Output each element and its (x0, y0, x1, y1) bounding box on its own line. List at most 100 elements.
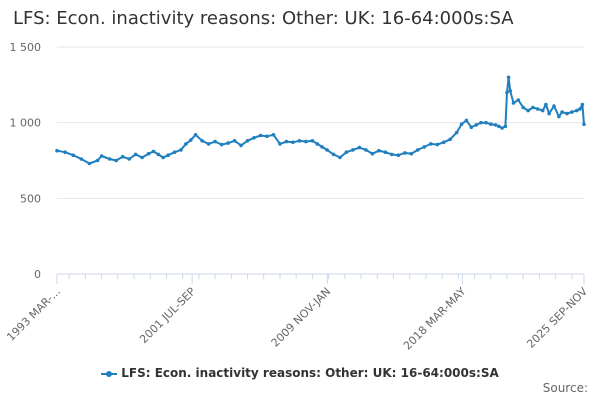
series-point (582, 122, 586, 126)
series-point (265, 134, 269, 139)
series-point (146, 151, 151, 156)
series-point (383, 150, 388, 154)
series-point (172, 150, 177, 154)
series-point (344, 150, 349, 154)
series-point (79, 157, 84, 161)
series-point (416, 148, 420, 152)
series-point (570, 110, 574, 114)
series-point (99, 154, 104, 158)
series-point (506, 75, 511, 80)
series-point (114, 158, 118, 163)
series-point (422, 145, 427, 149)
series-point (87, 161, 92, 166)
series-point (200, 139, 204, 143)
series-point (320, 145, 324, 149)
series-point (156, 152, 161, 157)
series-point (544, 102, 548, 107)
series-point (252, 136, 256, 140)
series-point (489, 122, 493, 126)
series-point (459, 122, 464, 126)
series-point (493, 123, 498, 127)
series-point (403, 151, 407, 155)
series-point (71, 153, 75, 157)
series-point (409, 151, 414, 156)
series-point (364, 148, 368, 152)
y-tick-label: 0 (34, 268, 41, 281)
series-point (271, 133, 276, 137)
series-point (151, 149, 156, 154)
series-point (435, 142, 440, 147)
series-point (226, 141, 230, 145)
x-tick-label: 2025 SEP-NOV (524, 285, 590, 351)
x-tick-label: 2001 JUL-SEP (137, 285, 198, 346)
series-point (540, 108, 545, 113)
series-point (219, 142, 224, 147)
series-point (304, 139, 308, 144)
series-point (580, 102, 585, 107)
series-point (140, 155, 144, 160)
series-point (531, 105, 535, 110)
series-point (127, 157, 131, 161)
series-point (297, 139, 302, 143)
series-point (484, 120, 488, 125)
series-point (505, 90, 509, 95)
series-point (497, 124, 501, 129)
series-point (565, 111, 569, 116)
series-point (258, 133, 263, 138)
series-point (552, 104, 556, 108)
series-point (189, 138, 193, 142)
series-point (508, 89, 512, 93)
series-point (526, 108, 530, 113)
series-point (441, 140, 446, 145)
series-point (464, 118, 469, 123)
legend-marker-icon (101, 369, 118, 379)
series-point (161, 155, 165, 160)
series-point (469, 125, 474, 129)
y-tick-label: 1 000 (10, 117, 42, 130)
chart-legend[interactable]: LFS: Econ. inactivity reasons: Other: UK… (0, 366, 600, 380)
series-point (560, 110, 564, 114)
series-point (315, 142, 320, 146)
source-label: Source: (542, 381, 588, 395)
series-point (166, 153, 170, 157)
series-point (63, 150, 67, 154)
series-point (133, 152, 138, 157)
series-point (184, 142, 188, 146)
series-point (338, 155, 342, 160)
series-point (284, 139, 289, 144)
series-point (357, 145, 362, 150)
series-point (536, 107, 540, 111)
series-point (474, 123, 479, 127)
series-point (239, 143, 243, 148)
series-point (429, 142, 433, 146)
series-point (278, 142, 282, 146)
chart-title: LFS: Econ. inactivity reasons: Other: UK… (13, 8, 514, 29)
series-line (56, 76, 585, 165)
series-point (370, 151, 375, 156)
series-point (557, 114, 561, 119)
series-point (511, 101, 516, 105)
series-point (448, 137, 453, 142)
series-point (377, 148, 381, 153)
series-point (179, 148, 183, 152)
series-point (325, 148, 329, 152)
legend-label: LFS: Econ. inactivity reasons: Other: UK… (121, 366, 499, 380)
series-point (547, 111, 551, 116)
series-point (232, 139, 237, 143)
series-point (454, 130, 459, 135)
series-point (206, 142, 211, 146)
y-tick-label: 1 500 (10, 41, 42, 54)
series-point (479, 120, 483, 125)
series-point (245, 139, 250, 143)
series-point (574, 108, 579, 113)
series-point (120, 154, 125, 159)
series-point (193, 133, 198, 137)
series-point (390, 152, 394, 157)
series-point (578, 107, 582, 111)
series-point (310, 139, 315, 143)
series-point (396, 153, 401, 157)
series-point (213, 139, 217, 144)
series-point (55, 148, 59, 153)
y-tick-label: 500 (20, 192, 41, 205)
